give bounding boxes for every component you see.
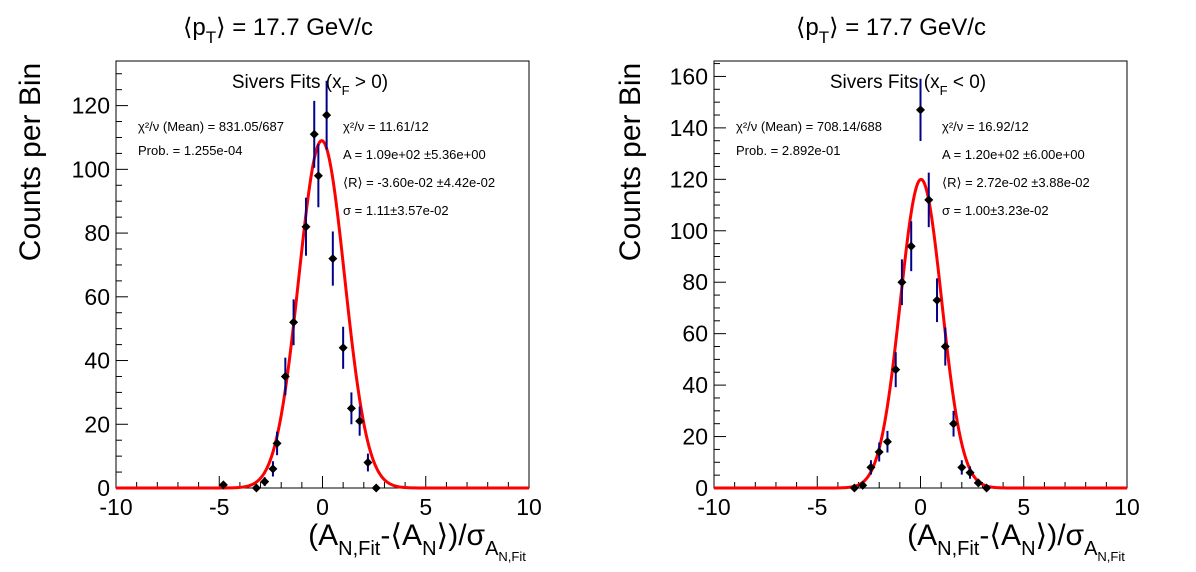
data-point [906, 241, 916, 251]
data-point [272, 438, 282, 448]
x-tick-label: 0 [914, 494, 927, 520]
y-tick-label: 80 [682, 269, 708, 295]
gaussian-fit-curve [714, 177, 1127, 490]
data-point [916, 105, 925, 115]
data-point [891, 365, 901, 375]
y-tick-label: 140 [670, 115, 708, 141]
data-point [301, 222, 311, 232]
data-point [957, 462, 967, 472]
data-point [338, 343, 348, 353]
y-tick-label: 100 [72, 156, 110, 182]
x-tick-label: 10 [1114, 494, 1140, 520]
gaussian-fit-curve [116, 139, 529, 490]
y-tick-label: 100 [670, 218, 708, 244]
data-point [313, 171, 323, 181]
y-tick-label: 120 [670, 166, 708, 192]
x-tick-label: -5 [807, 494, 827, 520]
legend-title: Sivers Fits (xF < 0) [830, 72, 986, 98]
data-point [897, 277, 907, 287]
stats-right-line: ⟨R⟩ = 2.72e-02 ±3.88e-02 [942, 175, 1090, 190]
stats-right-line: A = 1.20e+02 ±6.00e+00 [942, 147, 1085, 162]
y-tick-label: 60 [84, 284, 110, 310]
y-axis-label: Counts per Bin [14, 63, 47, 261]
data-point [251, 483, 261, 493]
x-tick-label: 10 [516, 494, 542, 520]
y-tick-label: 120 [72, 93, 110, 119]
data-point [924, 195, 934, 205]
stats-left-line: Prob. = 1.255e-04 [138, 143, 242, 158]
data-point [849, 483, 859, 493]
data-point [260, 477, 270, 487]
data-point [218, 480, 228, 490]
x-tick-label: 5 [1017, 494, 1030, 520]
y-tick-label: 40 [682, 372, 708, 398]
stats-left-line: Prob. = 2.892e-01 [736, 143, 840, 158]
data-point [949, 419, 959, 429]
data-point [371, 483, 381, 493]
data-point [932, 295, 942, 305]
stats-right-line: ⟨R⟩ = -3.60e-02 ±4.42e-02 [343, 175, 495, 190]
stats-left-line: χ²/ν (Mean) = 831.05/687 [138, 119, 284, 134]
stats-right-line: σ = 1.00±3.23e-02 [942, 203, 1049, 218]
data-point [322, 110, 332, 120]
data-point [328, 254, 338, 264]
stats-right-line: χ²/ν = 16.92/12 [942, 119, 1029, 134]
x-tick-label: -5 [209, 494, 229, 520]
stats-right-line: A = 1.09e+02 ±5.36e+00 [343, 147, 486, 162]
x-tick-label: 0 [316, 494, 329, 520]
data-point [289, 317, 299, 327]
data-point [882, 437, 892, 447]
y-tick-label: 40 [84, 348, 110, 374]
y-tick-label: 160 [670, 63, 708, 89]
stats-right-line: σ = 1.11±3.57e-02 [343, 203, 449, 218]
data-point [973, 478, 983, 488]
x-tick-label: -10 [99, 494, 132, 520]
data-point [858, 480, 868, 490]
x-tick-label: -10 [697, 494, 730, 520]
panel-title: ⟨pT⟩ = 17.7 GeV/c [796, 14, 986, 47]
y-tick-label: 20 [84, 411, 110, 437]
x-axis-label: (AN,Fit-⟨AN⟩)/σAN,Fit [907, 519, 1125, 564]
left-panel: ⟨pT⟩ = 17.7 GeV/c Counts per Bin (AN,Fit… [14, 14, 542, 564]
right-panel: ⟨pT⟩ = 17.7 GeV/c Counts per Bin (AN,Fit… [614, 14, 1140, 564]
stats-right-line: χ²/ν = 11.61/12 [343, 119, 429, 134]
x-tick-label: 5 [419, 494, 432, 520]
y-tick-label: 20 [682, 424, 708, 450]
y-axis-label: Counts per Bin [614, 63, 647, 261]
y-tick-label: 0 [97, 475, 110, 501]
data-point [280, 371, 290, 381]
y-tick-label: 0 [695, 475, 708, 501]
data-point [940, 342, 950, 352]
data-point [309, 129, 319, 139]
panel-title: ⟨pT⟩ = 17.7 GeV/c [183, 14, 373, 47]
y-tick-label: 60 [682, 321, 708, 347]
data-point [874, 447, 884, 457]
data-point [965, 468, 975, 478]
data-point [355, 416, 365, 426]
data-point [363, 458, 373, 468]
data-point [268, 464, 278, 474]
data-point [346, 403, 356, 413]
data-point [866, 462, 876, 472]
x-axis-label: (AN,Fit-⟨AN⟩)/σAN,Fit [308, 519, 526, 564]
stats-left-line: χ²/ν (Mean) = 708.14/688 [736, 119, 882, 134]
legend-title: Sivers Fits (xF > 0) [232, 72, 388, 98]
data-point [982, 483, 992, 493]
y-tick-label: 80 [84, 220, 110, 246]
